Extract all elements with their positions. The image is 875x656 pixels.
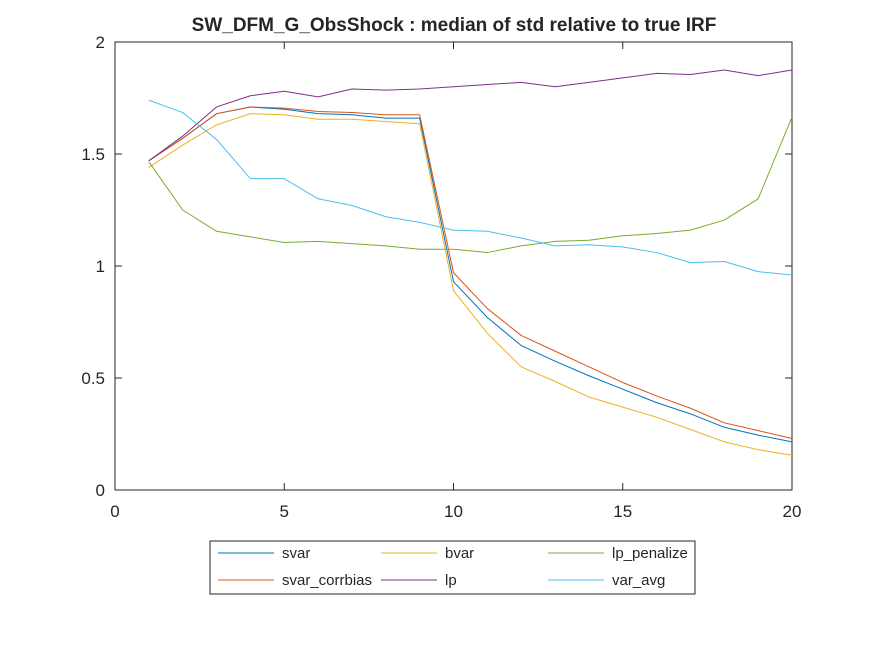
legend-label-lp: lp (445, 572, 457, 589)
y-tick-label: 2 (96, 33, 105, 52)
legend: svar bvar lp_penalize svar_corrbias lp var_av… (209, 540, 696, 595)
legend-label-lp-penalize: lp_penalize (612, 545, 688, 562)
plot-area (114, 41, 793, 491)
series-line-var-avg (148, 99, 793, 276)
y-tick-label: 0 (96, 481, 105, 500)
y-tick-label: 1.5 (81, 145, 105, 164)
x-tick-label: 15 (613, 502, 632, 521)
chart-title: SW_DFM_G_ObsShock : median of std relati… (192, 15, 717, 36)
y-tick-label: 1 (96, 257, 105, 276)
series-line-lp-penalize (148, 116, 793, 254)
x-tick-label: 0 (110, 502, 119, 521)
legend-label-bvar: bvar (445, 545, 474, 562)
legend-label-var-avg: var_avg (612, 572, 665, 589)
x-tick-label: 5 (280, 502, 289, 521)
legend-label-svar-corrbias: svar_corrbias (282, 572, 372, 589)
y-tick-label: 0.5 (81, 369, 105, 388)
axis-ticks: 0 5 10 15 20 0 0.5 1 1.5 2 (81, 33, 801, 521)
legend-box (209, 540, 696, 595)
x-tick-label: 20 (783, 502, 802, 521)
series-line-bvar (148, 113, 793, 456)
x-tick-label: 10 (444, 502, 463, 521)
legend-label-svar: svar (282, 545, 310, 562)
series-line-lp (148, 69, 793, 162)
series-lines (148, 69, 793, 456)
series-line-svar-corrbias (148, 106, 793, 439)
